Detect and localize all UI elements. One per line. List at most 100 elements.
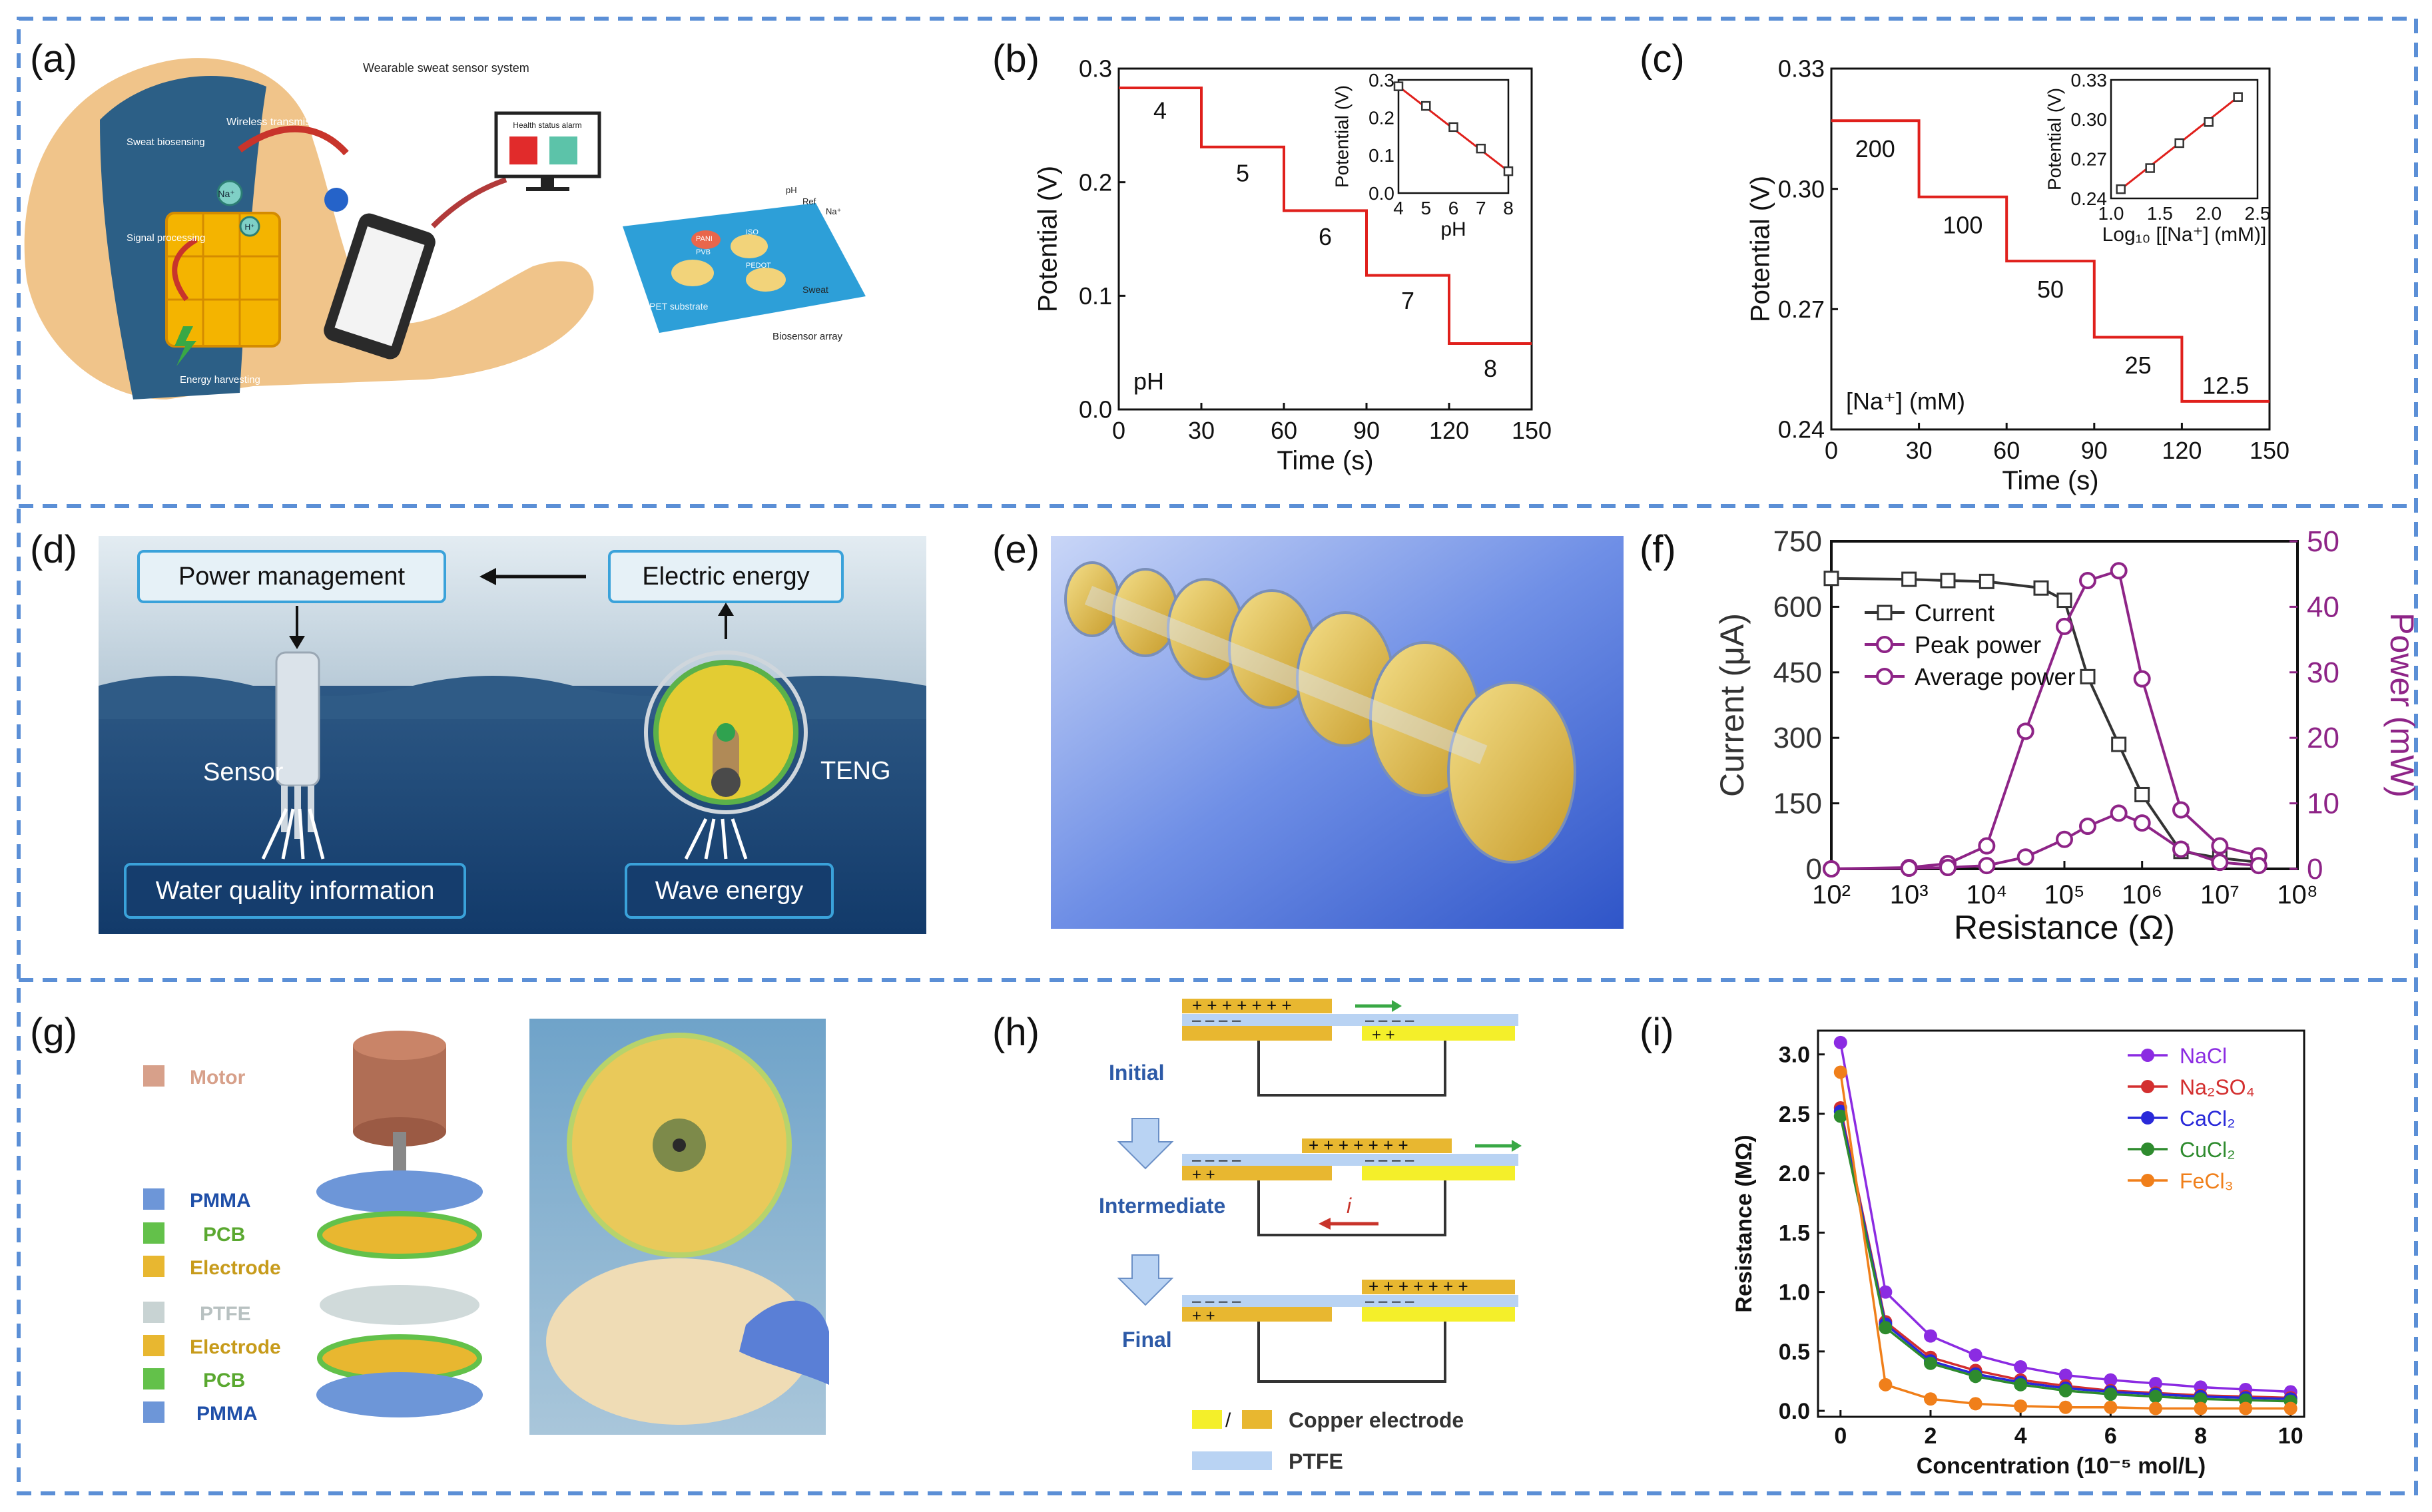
pedot-label: PEDOT [746,262,771,270]
step-label: 100 [1943,211,1982,238]
teng-photo [529,1019,829,1435]
legend-ptfe: PTFE [200,1303,251,1325]
legend-label-4: FeCl₃ [2180,1169,2234,1193]
step-label: 6 [1319,223,1332,250]
series-point-2 [2056,830,2073,848]
legend-electrode-bottom: Electrode [190,1336,281,1358]
legend-motor: Motor [190,1067,246,1089]
y-tick-label: 0.3 [1079,55,1112,83]
legend-swatch-electrode [143,1256,164,1277]
legend-label-1: Peak power [1915,631,2041,658]
y-tick-label: 2.0 [1779,1161,1810,1186]
series-point-0 [1833,1035,1847,1049]
inset-point [2233,92,2243,102]
inset-x-tick-label: 2.0 [2196,203,2222,224]
series-point-4 [2104,1400,2118,1414]
legend-swatch-pmma [143,1188,164,1210]
series-line-1 [1831,569,2260,870]
x-axis-title: Concentration (10⁻⁵ mol/L) [1917,1453,2206,1479]
inset-point [1421,101,1431,111]
y-tick-label: 0.27 [1778,296,1825,323]
series-point-4 [1833,1065,1847,1079]
series-point-0 [1879,1285,1893,1299]
energy-bolt-icon [174,326,196,366]
inset-x-axis-title: pH [1440,218,1466,240]
legend-marker-2 [1876,668,1893,685]
energy-harvesting-label: Energy harvesting [180,374,260,385]
step-label: 50 [2037,276,2064,303]
x-tick-label: 150 [2250,437,2289,464]
electric-energy-label: Electric energy [642,563,809,591]
x-axis-title: Time (s) [1277,446,1373,475]
legend-pmma-top: PMMA [190,1190,251,1212]
inset-y-tick-label: 0.3 [1368,70,1394,91]
electric-energy-box [608,550,844,603]
sensor-label: Sensor [203,758,284,786]
y-axis-title: Potential (V) [1033,166,1062,312]
x-tick-label: 120 [1429,417,1469,444]
inset-x-tick-label: 4 [1393,198,1404,218]
inset-x-tick-label: 7 [1476,198,1486,218]
teng-chain [1064,561,1576,864]
biosensor-array-label: Biosensor array [772,331,843,342]
x-tick-label: 30 [1906,437,1933,464]
x-tick-label: 0 [1834,1423,1847,1449]
series-point-1 [2133,670,2151,688]
inset-x-axis-title: Log₁₀ [[Na⁺] (mM)] [2102,224,2267,246]
state-initial: + + + + + + + – – – – – – – – + + Initia… [1109,995,1518,1097]
series-point-2 [2172,840,2190,858]
panel-g-illustration: Motor PMMA PCB Electrode PTFE Electrode … [143,1019,829,1435]
y-right-tick-label: 40 [2307,591,2339,623]
series-point-4 [1923,1392,1937,1406]
series-point-0 [2111,736,2127,752]
y-tick-label: 0.2 [1079,168,1112,196]
panel-borders [17,17,2418,1495]
inset-point [2174,138,2184,148]
inset-x-tick-label: 5 [1420,198,1431,218]
series-point-1 [2211,837,2229,855]
wireless-arrow [238,125,349,156]
plot-frame [1830,67,2271,431]
y-right-tick-label: 10 [2307,788,2339,820]
y-right-tick-label: 30 [2307,656,2339,689]
y-tick-label: 0.5 [1779,1340,1810,1365]
series-point-2 [2079,818,2096,836]
inset-frame [1397,79,1510,194]
panel-label-b: (b) [992,37,1040,81]
series-point-3 [1969,1370,1982,1384]
legend-electrode-top: Electrode [190,1257,281,1279]
inset-point [1448,122,1458,132]
series-point-2 [1900,860,1918,878]
series-point-4 [2148,1401,2162,1415]
svg-text:– – – –: – – – – [1192,1011,1241,1029]
series-point-3 [2014,1378,2028,1391]
inset-point [2204,117,2214,127]
layer-legend: Motor PMMA PCB Electrode PTFE Electrode … [143,1065,281,1425]
series-point-0 [2058,1368,2072,1382]
x-tick-label: 10⁸ [2277,880,2317,909]
inset-point [1393,81,1404,91]
health-alarm-label: Health status alarm [513,121,581,130]
inset-y-axis-title: Potential (V) [2044,88,2064,190]
x-tick-label: 10⁴ [1966,880,2007,909]
series-point-4 [2283,1401,2297,1415]
legend-swatch-motor [143,1065,164,1087]
y-tick-label: 0.0 [1779,1399,1810,1424]
plot-frame [1830,540,2299,870]
y-right-tick-label: 20 [2307,722,2339,754]
series-point-0 [1969,1348,1982,1362]
sweat-biosensing-label: Sweat biosensing [127,136,205,148]
inset-y-tick-label: 0.27 [2071,148,2108,169]
inset-point [1476,143,1486,154]
plot-frame [1817,1029,2305,1418]
svg-text:+ +: + + [1192,1166,1215,1184]
panel-h-legend: / Copper electrode PTFE [1192,1408,1464,1473]
pet-substrate-label: PET substrate [649,301,709,312]
x-tick-label: 90 [2081,437,2108,464]
legend-swatch-pcb [143,1222,164,1244]
step-label: 4 [1153,97,1167,125]
legend-label-1: Na₂SO₄ [2180,1075,2255,1099]
series-point-3 [1923,1356,1937,1370]
svg-text:– – – –: – – – – [1365,1011,1414,1029]
